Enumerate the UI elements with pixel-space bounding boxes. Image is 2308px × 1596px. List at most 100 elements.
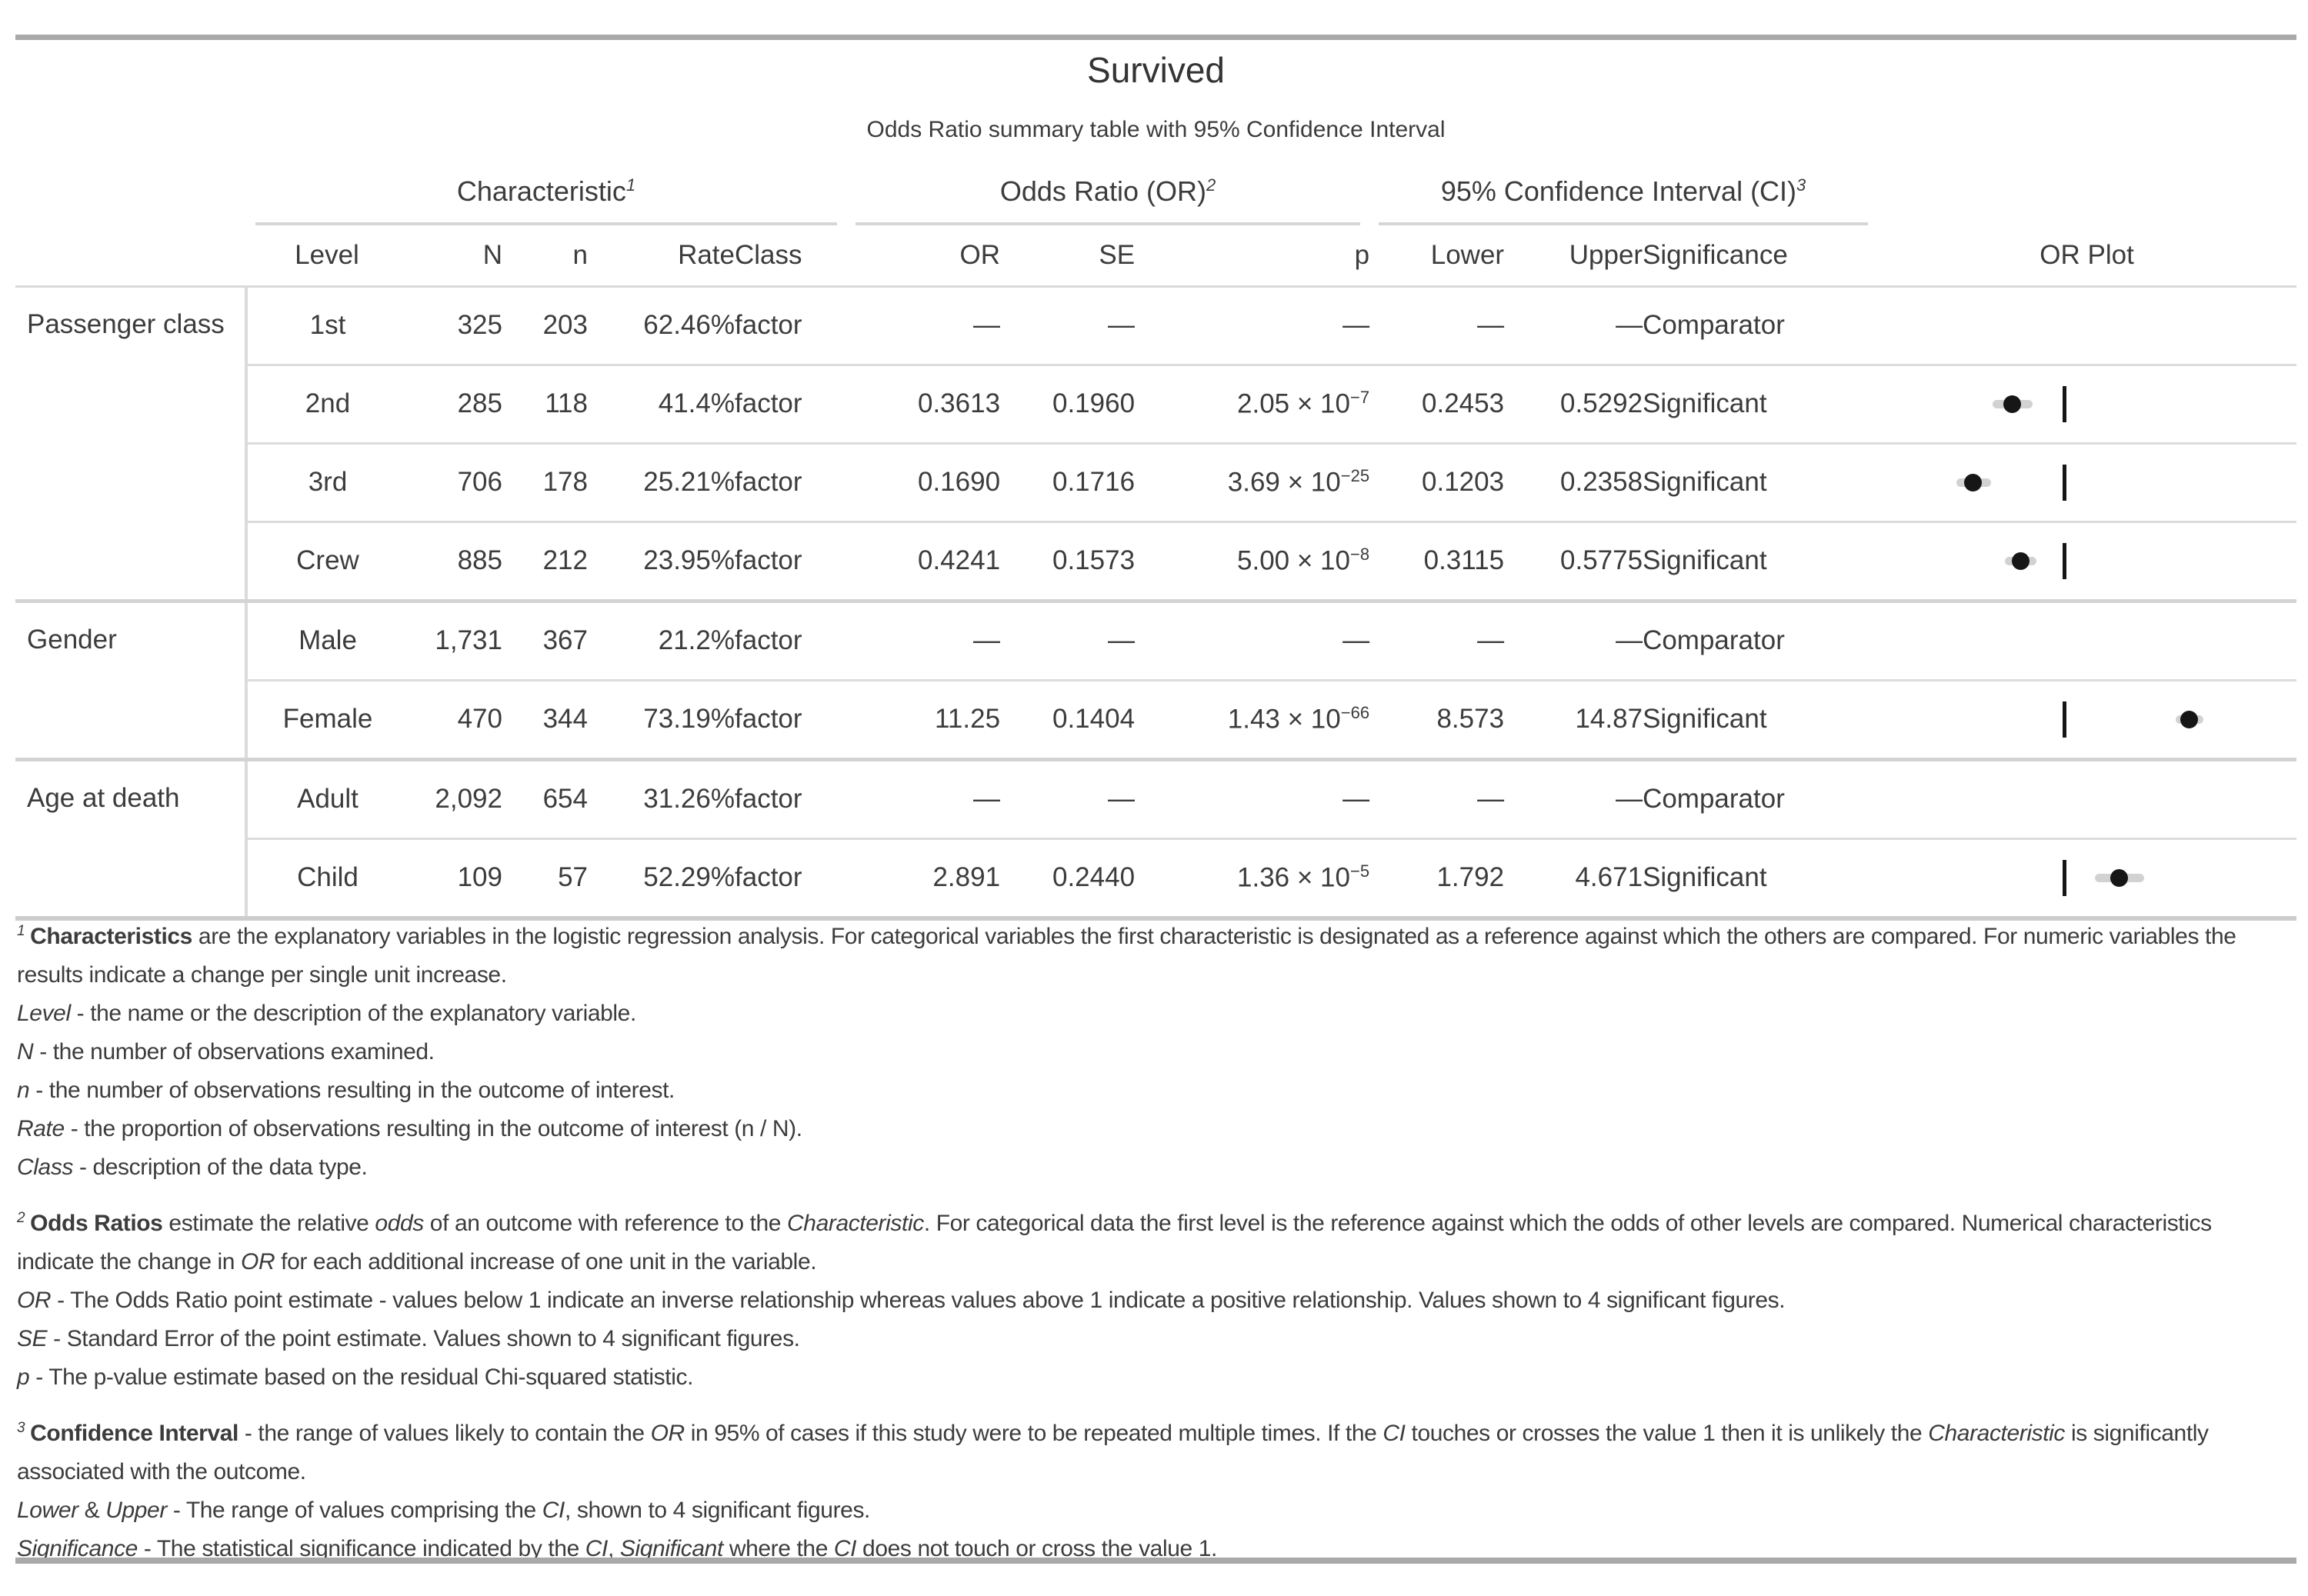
cell-n-examined: 1,731 [408, 598, 502, 680]
footnote-term: Significant [619, 1536, 723, 1561]
footnote-ref: 1 [625, 175, 636, 195]
column-header-lower: Lower [1369, 225, 1505, 288]
group-label: 95% Confidence Interval (CI) [1440, 175, 1797, 207]
cell-or-plot [1877, 363, 2297, 443]
footnote-term: Odds Ratios [30, 1211, 163, 1236]
p-exponent: −25 [1340, 466, 1370, 486]
footnote-line: SE - Standard Error of the point estimat… [17, 1326, 800, 1351]
cell-or: 2.891 [846, 837, 1001, 918]
cell-upper: — [1504, 757, 1643, 838]
cell-upper: 4.671 [1504, 837, 1643, 918]
cell-level: Adult [245, 757, 408, 838]
cell-n-examined: 885 [408, 520, 502, 601]
footnote-term: Characteristic [787, 1211, 924, 1236]
table-row: Child 109 57 52.29% factor 2.891 0.2440 1.36 × … [15, 837, 2297, 918]
cell-level: Female [245, 678, 408, 759]
cell-se: 0.1573 [1000, 520, 1136, 601]
cell-lower: — [1369, 757, 1505, 838]
footnote-line: Lower & Upper - The range of values comp… [17, 1498, 870, 1523]
cell-n-outcome: 367 [502, 598, 588, 680]
cell-p: — [1135, 757, 1370, 838]
cell-rate: 41.4% [588, 363, 735, 443]
cell-or-plot [1877, 598, 2297, 680]
cell-class: factor [735, 598, 847, 680]
footnote-term: Upper [105, 1498, 167, 1523]
footnote-term: Characteristics [30, 924, 192, 949]
cell-class: factor [735, 441, 847, 521]
cell-lower: 1.792 [1369, 837, 1505, 918]
cell-n-examined: 285 [408, 363, 502, 443]
page-title: Survived [1087, 50, 1225, 90]
cell-class: factor [735, 520, 847, 601]
footnote-term: SE [17, 1326, 48, 1351]
footnote-marker: 3 [17, 1420, 25, 1436]
or-plot [1877, 366, 2296, 442]
or-point [2180, 710, 2198, 728]
column-header-row: Level N n Rate Class OR SE p Lower Upper… [15, 225, 2297, 288]
or-plot [1877, 523, 2296, 599]
cell-p: — [1135, 598, 1370, 680]
column-header-rate: Rate [588, 225, 735, 288]
cell-class: factor [735, 310, 802, 340]
cell-se: 0.1960 [1000, 363, 1136, 443]
cell-lower: 0.3115 [1369, 520, 1505, 601]
or-plot [1877, 761, 2296, 838]
cell-level: 3rd [245, 441, 408, 521]
cell-lower: 0.1203 [1369, 441, 1505, 521]
page-subtitle: Odds Ratio summary table with 95% Confid… [866, 117, 1446, 142]
cell-level: 2nd [245, 363, 408, 443]
cell-lower: 8.573 [1369, 678, 1505, 759]
cell-significance: Significant [1643, 678, 1878, 759]
cell-rate: 25.21% [588, 441, 735, 521]
or-summary-table: Characteristic1 Odds Ratio (OR)2 95% Con… [15, 158, 2297, 921]
cell-upper: 0.2358 [1504, 441, 1643, 521]
cell-se: — [1000, 598, 1136, 680]
footnote-term: Rate [17, 1116, 65, 1141]
footnote-term: N [17, 1039, 34, 1065]
cell-significance: Significant [1643, 520, 1878, 601]
group-header-spacer [1877, 158, 2296, 225]
footnote-line: Class - description of the data type. [17, 1155, 368, 1180]
column-header-N: N [408, 225, 502, 288]
cell-se: 0.1404 [1000, 678, 1136, 759]
cell-or: 11.25 [846, 678, 1001, 759]
footnote-term: Confidence Interval [30, 1421, 238, 1446]
footnotes: 1 Characteristics are the explanatory var… [17, 912, 2271, 1581]
cell-n-examined: 470 [408, 678, 502, 759]
footnote-term: OR [650, 1421, 685, 1446]
cell-significance: Comparator [1643, 757, 1878, 838]
cell-n-outcome: 57 [502, 837, 588, 918]
cell-significance: Significant [1643, 441, 1878, 521]
cell-or-plot [1877, 837, 2297, 918]
cell-level: 1st [245, 286, 408, 365]
section-label: Age at death [15, 757, 246, 918]
footnote-term: Class [17, 1155, 74, 1180]
cell-upper: — [1504, 598, 1643, 680]
top-border [15, 35, 2296, 40]
cell-level: Crew [245, 520, 408, 601]
group-underline [1379, 222, 1869, 225]
cell-rate: 23.95% [588, 520, 735, 601]
or-point [2011, 551, 2030, 570]
p-exponent: −8 [1349, 545, 1370, 565]
cell-or-plot [1877, 757, 2297, 838]
cell-se: 0.2440 [1000, 837, 1136, 918]
or-point [1964, 473, 1983, 491]
column-header-n: n [502, 225, 588, 288]
footnote-term: Characteristic [1928, 1421, 2066, 1446]
or-plot [1877, 840, 2296, 916]
or-plot [1877, 603, 2296, 679]
cell-lower: — [1369, 598, 1505, 680]
cell-or: — [846, 757, 1001, 838]
cell-rate: 62.46% [643, 310, 735, 340]
column-header-upper: Upper [1504, 225, 1643, 288]
table-row: Crew 885 212 23.95% factor 0.4241 0.1573 5.00 ×… [15, 520, 2297, 601]
footnote-term: CI [833, 1536, 857, 1561]
cell-level: Child [245, 837, 408, 918]
cell-upper: 14.87 [1504, 678, 1643, 759]
group-underline [855, 222, 1361, 225]
cell-n-outcome: 654 [502, 757, 588, 838]
column-header-se: SE [1000, 225, 1136, 288]
table-row: Gender Male 1,731 367 21.2% factor — — — — — Compar… [15, 598, 2297, 759]
